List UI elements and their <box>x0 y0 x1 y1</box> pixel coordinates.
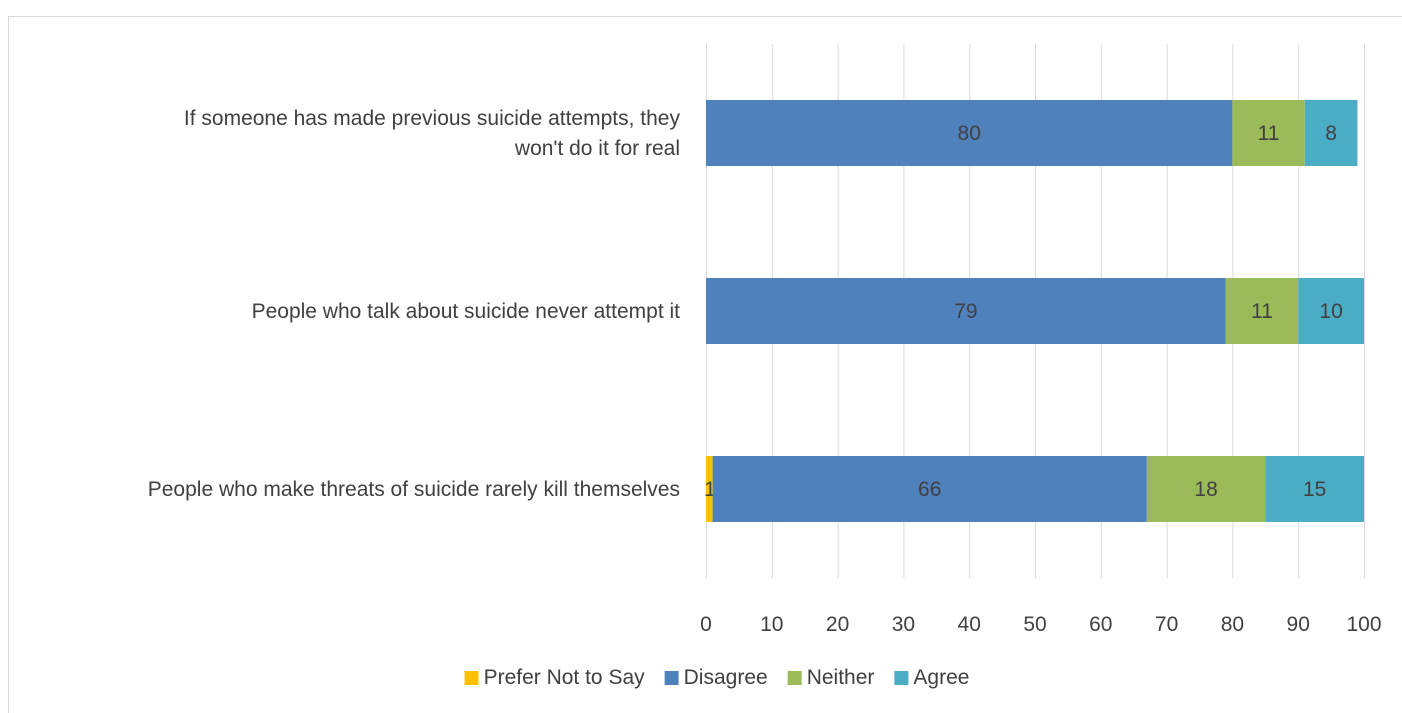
x-tick-label: 20 <box>826 613 849 636</box>
bars: 80 11 8 79 11 10 1 66 18 15 <box>704 100 1364 522</box>
bar-segment <box>712 456 1147 522</box>
category-label: If someone has made previous suicide att… <box>184 107 681 130</box>
bar-segment <box>1298 278 1364 344</box>
data-label: 79 <box>954 300 977 323</box>
category-label: won't do it for real <box>514 137 680 160</box>
data-label: 15 <box>1303 478 1326 501</box>
x-tick-label: 40 <box>958 613 981 636</box>
legend-label: Agree <box>913 666 969 689</box>
bar-segment <box>1304 100 1358 166</box>
legend: Prefer Not to Say Disagree Neither Agree <box>464 666 969 689</box>
x-tick-label: 90 <box>1287 613 1310 636</box>
data-label: 8 <box>1325 122 1337 145</box>
legend-swatch <box>464 671 479 685</box>
bar-segment <box>706 278 1226 344</box>
legend-label: Neither <box>807 666 875 689</box>
x-tick-label: 0 <box>700 613 712 636</box>
category-label: People who make threats of suicide rarel… <box>148 478 680 501</box>
legend-swatch <box>787 671 802 685</box>
bar-segment <box>1265 456 1364 522</box>
bar-segment <box>706 100 1233 166</box>
x-tick-label: 70 <box>1155 613 1178 636</box>
data-label: 10 <box>1319 300 1342 323</box>
data-label: 66 <box>918 478 941 501</box>
data-label: 1 <box>704 478 716 501</box>
category-label: People who talk about suicide never atte… <box>252 300 681 323</box>
legend-swatch <box>894 671 909 685</box>
x-tick-label: 60 <box>1089 613 1112 636</box>
x-tick-label: 100 <box>1346 613 1381 636</box>
x-axis-tick-labels: 0 10 20 30 40 50 60 70 80 90 100 <box>700 613 1381 636</box>
bar-segment <box>1146 456 1266 522</box>
data-label: 18 <box>1194 478 1217 501</box>
bar-segment <box>1225 278 1299 344</box>
data-label: 11 <box>1258 122 1280 145</box>
bar-segment <box>706 456 713 522</box>
data-label: 80 <box>958 122 981 145</box>
legend-swatch <box>664 671 679 685</box>
data-label: 11 <box>1251 300 1273 323</box>
legend-label: Prefer Not to Say <box>484 666 646 689</box>
category-labels: If someone has made previous suicide att… <box>148 107 681 501</box>
bar-segment <box>1232 100 1305 166</box>
x-tick-label: 30 <box>892 613 915 636</box>
x-tick-label: 10 <box>760 613 783 636</box>
x-tick-label: 80 <box>1221 613 1244 636</box>
legend-label: Disagree <box>684 666 768 689</box>
x-tick-label: 50 <box>1023 613 1046 636</box>
